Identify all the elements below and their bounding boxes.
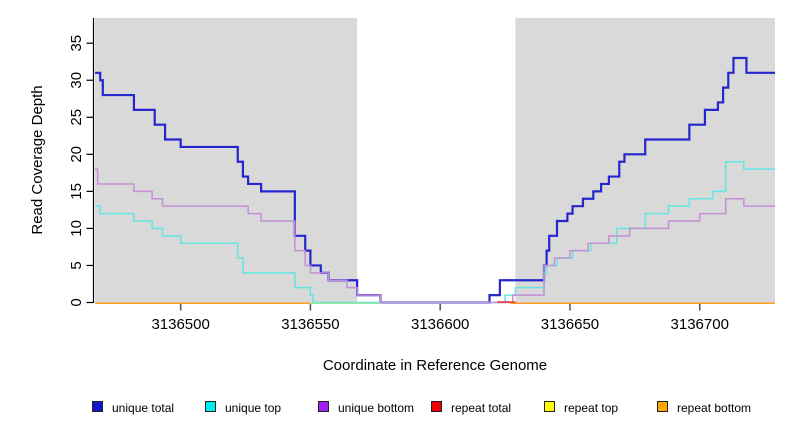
legend-label: unique total — [112, 400, 175, 415]
legend-swatch-unique-top — [205, 401, 216, 413]
legend-swatch-repeat-total — [431, 401, 442, 413]
y-axis-tick-labels: 0 5 10 15 20 25 30 35 — [68, 35, 85, 307]
series-line-unique-top — [95, 160, 775, 304]
legend-label: unique bottom — [338, 400, 415, 415]
x-axis-title: Coordinate in Reference Genome — [323, 357, 547, 374]
y-tick-label: 25 — [68, 109, 85, 126]
x-tick-label: 3136700 — [671, 316, 729, 333]
legend-swatch-repeat-top — [544, 401, 555, 413]
x-tick-label: 3136500 — [151, 316, 209, 333]
y-tick-label: 0 — [68, 298, 85, 306]
legend-item-unique-top: unique top — [205, 398, 282, 415]
legend-item-repeat-top: repeat top — [544, 398, 619, 415]
y-tick-label: 30 — [68, 72, 85, 89]
legend-swatch-unique-bottom — [318, 401, 329, 413]
axes — [86, 18, 701, 311]
legend-label: repeat bottom — [677, 400, 752, 415]
y-axis-title: Read Coverage Depth — [29, 85, 46, 234]
legend-swatch-repeat-bottom — [657, 401, 668, 413]
legend-label: unique top — [225, 400, 282, 415]
x-tick-label: 3136650 — [541, 316, 599, 333]
legend-item-unique-bottom: unique bottom — [318, 398, 415, 415]
plot-background — [95, 18, 775, 304]
legend-label: repeat top — [564, 400, 619, 415]
legend-item-repeat-bottom: repeat bottom — [657, 398, 752, 415]
x-tick-label: 3136600 — [411, 316, 469, 333]
y-tick-label: 35 — [68, 35, 85, 52]
y-tick-label: 10 — [68, 220, 85, 237]
y-tick-label: 5 — [68, 261, 85, 269]
legend-swatch-unique-total — [92, 401, 103, 413]
x-tick-label: 3136550 — [281, 316, 339, 333]
legend: unique total unique top unique bottom re… — [0, 396, 792, 422]
legend-label: repeat total — [451, 400, 512, 415]
coverage-gap-band — [357, 18, 516, 304]
y-tick-label: 20 — [68, 146, 85, 163]
legend-item-repeat-total: repeat total — [431, 398, 512, 415]
y-tick-label: 15 — [68, 183, 85, 200]
legend-item-unique-total: unique total — [92, 398, 175, 415]
series-line-unique-bottom — [95, 168, 775, 304]
series-lines — [95, 56, 775, 304]
x-axis-tick-labels: 3136500 3136550 3136600 3136650 3136700 — [151, 316, 728, 333]
